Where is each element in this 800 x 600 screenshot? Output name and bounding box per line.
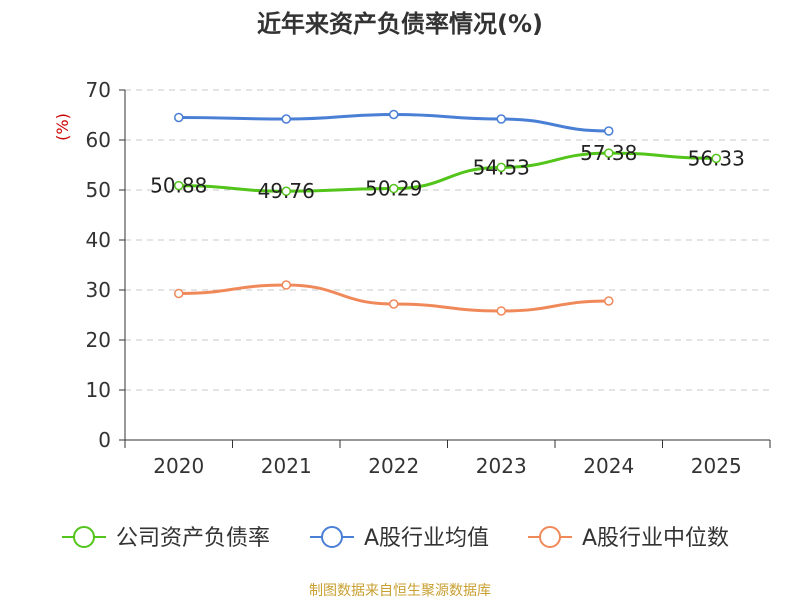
y-tick-label: 60 — [86, 128, 111, 152]
series-2-point — [604, 296, 614, 306]
series-0-point — [389, 183, 399, 194]
chart-title: 近年来资产负债率情况(%) — [257, 10, 543, 38]
series-0-point — [496, 162, 506, 173]
series-0-point — [711, 153, 721, 164]
series-1-point — [174, 112, 184, 123]
series-1-point — [604, 126, 614, 136]
legend-swatch-marker — [73, 526, 95, 548]
y-tick-label: 20 — [86, 328, 111, 352]
legend: 公司资产负债率 A股行业均值 A股行业中位数 — [62, 526, 729, 551]
legend-item-2[interactable]: A股行业中位数 — [528, 526, 729, 551]
series-2-point — [174, 288, 184, 299]
data-labels: 50.88 49.76 50.29 54.53 57.38 56.33 — [150, 141, 745, 203]
legend-swatch-marker — [539, 526, 561, 548]
data-label: 54.53 — [473, 155, 530, 179]
y-tick-labels: 0 10 20 30 40 50 60 70 — [86, 78, 125, 452]
legend-label: A股行业均值 — [364, 526, 489, 551]
data-label: 56.33 — [688, 146, 745, 170]
legend-item-1[interactable]: A股行业均值 — [310, 526, 489, 551]
y-tick-label: 0 — [98, 428, 111, 452]
legend-swatch-marker — [321, 526, 343, 548]
series-2-point — [389, 299, 399, 309]
series-2-point — [496, 306, 506, 316]
data-label: 50.29 — [365, 177, 422, 201]
legend-label: 公司资产负债率 — [116, 526, 270, 551]
series-line-0 — [178, 151, 717, 193]
grid-lines — [125, 89, 770, 391]
series-lines — [174, 109, 721, 316]
legend-item-0[interactable]: 公司资产负债率 — [62, 526, 270, 551]
series-2-point — [281, 280, 291, 290]
y-tick-label: 40 — [86, 228, 111, 252]
legend-label: A股行业中位数 — [582, 526, 729, 551]
x-tick-label: 2024 — [583, 454, 634, 478]
axes — [124, 90, 770, 441]
y-tick-label: 10 — [86, 378, 111, 402]
x-tick-label: 2020 — [153, 454, 204, 478]
y-tick-label: 70 — [86, 78, 111, 102]
x-tick-labels: 2020 2021 2022 2023 2024 2025 — [124, 440, 771, 478]
data-label: 50.88 — [150, 174, 207, 198]
series-1-point — [496, 114, 506, 124]
data-label: 57.38 — [580, 141, 637, 165]
x-tick-label: 2022 — [368, 454, 419, 478]
y-tick-label: 50 — [86, 178, 111, 202]
y-tick-label: 30 — [86, 278, 111, 302]
series-0-point — [281, 186, 291, 196]
series-0-point — [604, 148, 614, 158]
series-1-point — [389, 109, 399, 120]
source-note: 制图数据来自恒生聚源数据库 — [309, 583, 491, 599]
x-tick-label: 2021 — [261, 454, 312, 478]
x-tick-label: 2023 — [476, 454, 527, 478]
x-tick-label: 2025 — [691, 454, 742, 478]
data-label: 49.76 — [258, 179, 315, 203]
y-axis-unit: (%) — [53, 113, 72, 141]
series-0-point — [174, 180, 184, 191]
series-1-point — [281, 114, 291, 124]
